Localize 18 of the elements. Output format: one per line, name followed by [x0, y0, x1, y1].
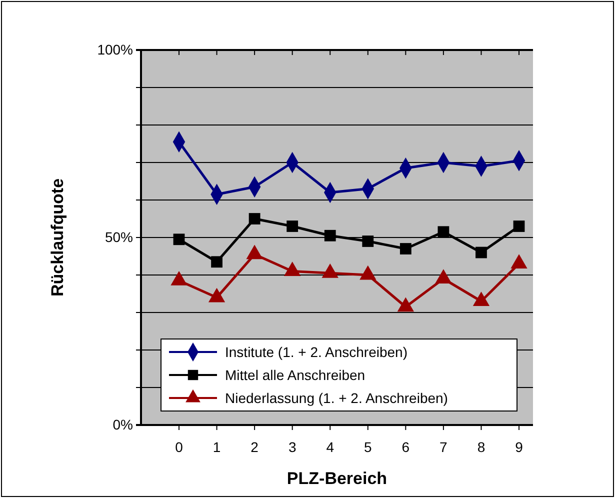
x-tick-label: 3	[288, 438, 296, 455]
legend-label: Niederlassung (1. + 2. Anschreiben)	[225, 390, 448, 406]
legend-label: Institute (1. + 2. Anschreiben)	[225, 344, 408, 360]
x-tick-label: 2	[250, 438, 259, 455]
y-axis-title: Rücklaufquote	[48, 178, 67, 297]
x-tick-label: 0	[175, 438, 184, 455]
x-tick-label: 1	[212, 438, 221, 455]
y-tick-label: 50%	[104, 228, 133, 245]
x-tick-label: 4	[326, 438, 334, 455]
legend-label: Mittel alle Anschreiben	[225, 367, 366, 383]
x-tick-label: 8	[477, 438, 486, 455]
x-tick-label: 6	[402, 438, 410, 455]
x-tick-label: 5	[364, 438, 372, 455]
x-tick-label: 7	[440, 438, 448, 455]
y-tick-label: 0%	[112, 416, 133, 432]
y-tick-label: 100%	[97, 41, 133, 58]
x-axis-title: PLZ-Bereich	[286, 469, 388, 488]
x-tick-label: 9	[515, 438, 524, 455]
